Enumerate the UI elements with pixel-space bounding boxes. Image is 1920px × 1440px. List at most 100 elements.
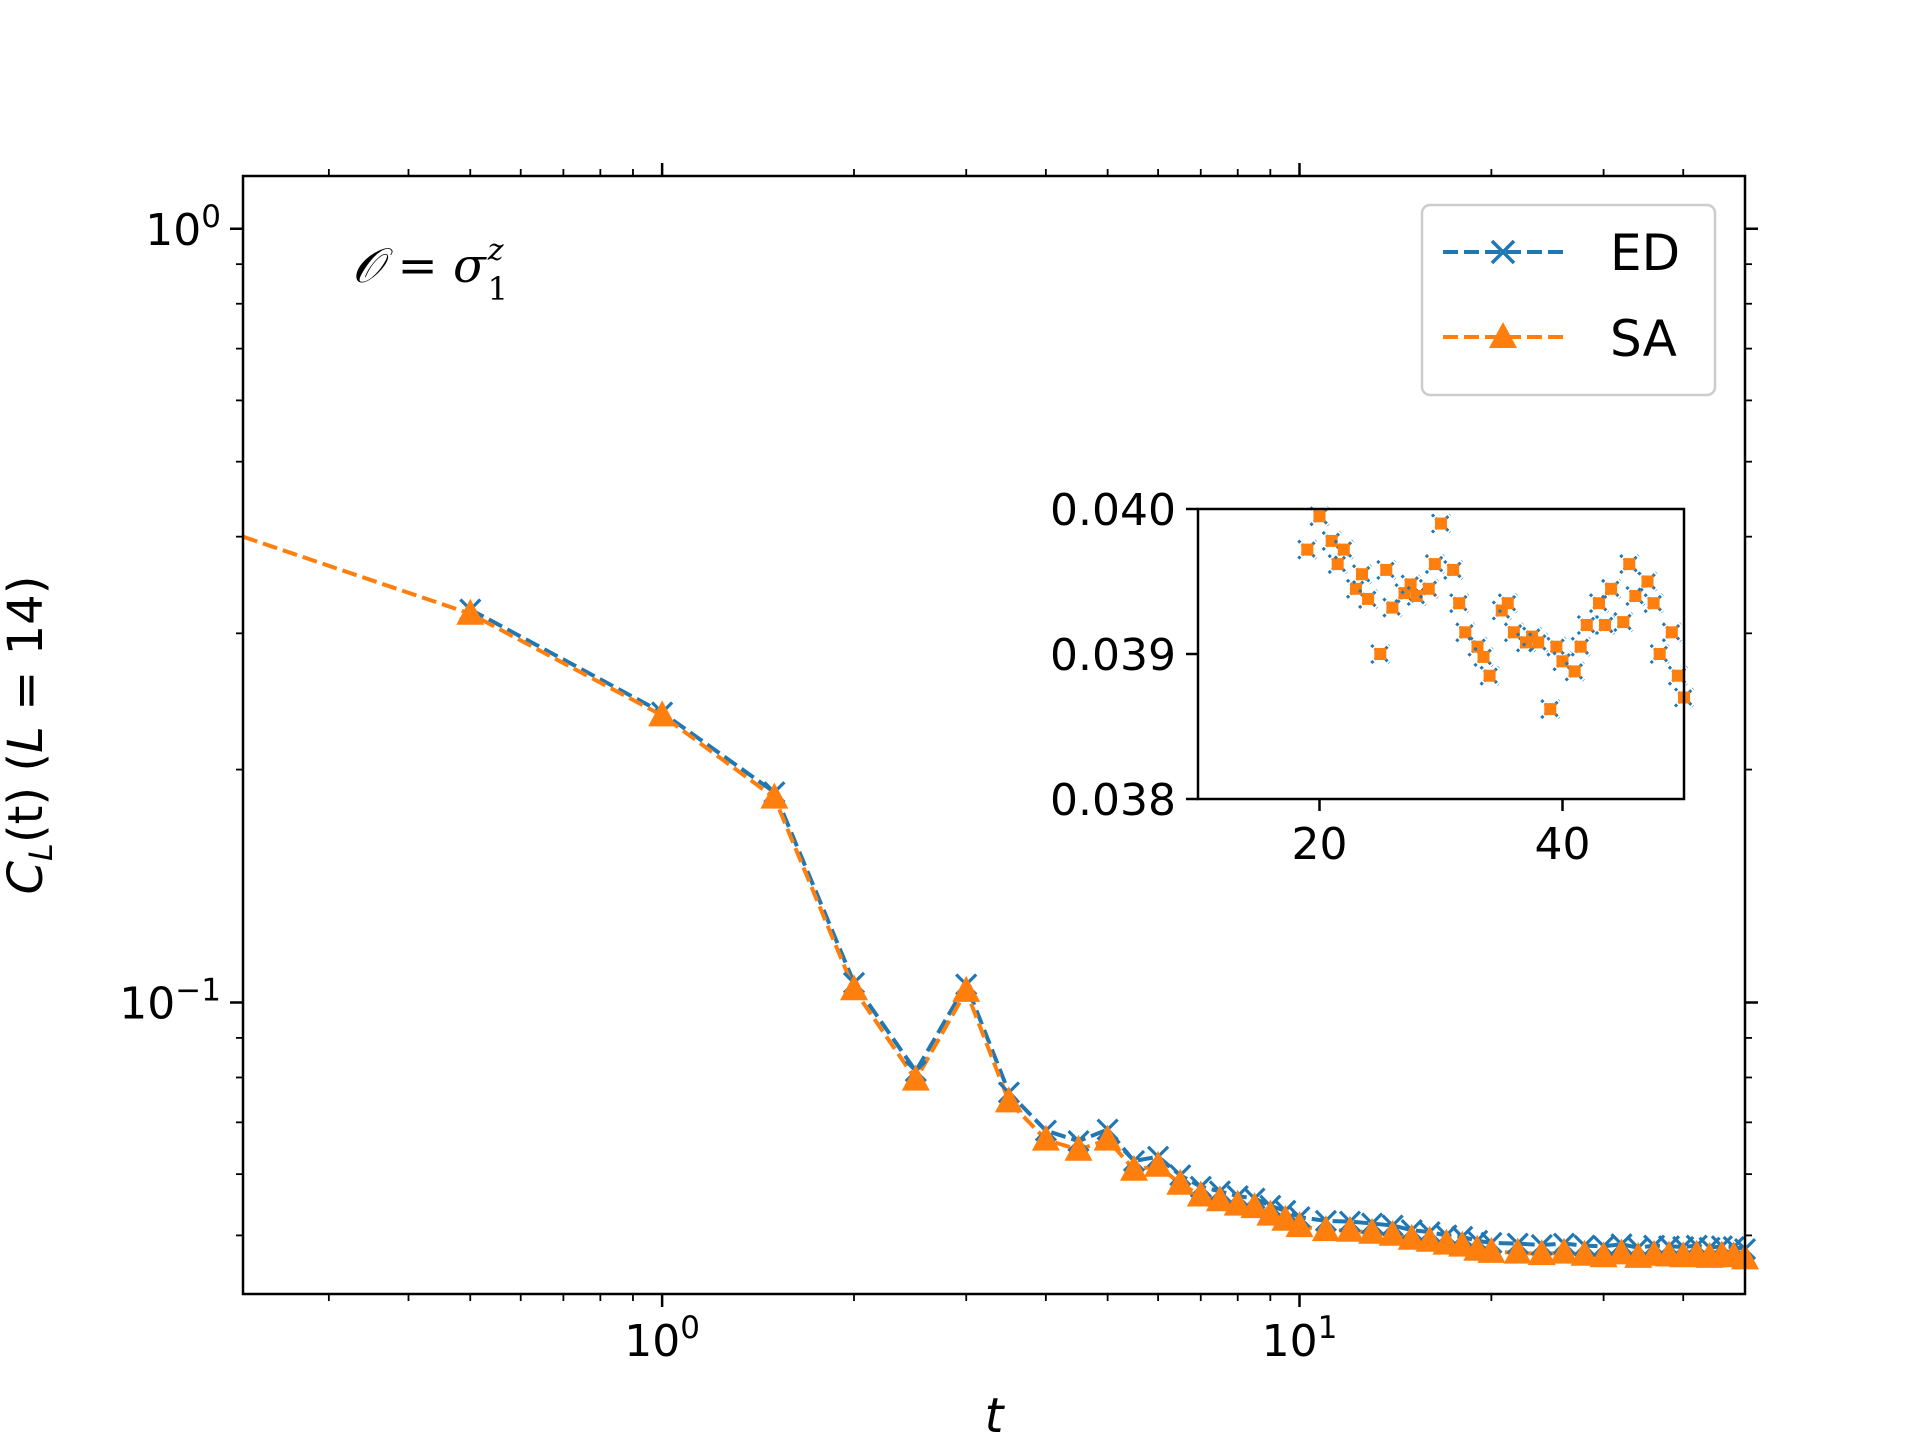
sa-data-point xyxy=(1271,1204,1300,1231)
y-title-rest: (t) ( xyxy=(0,753,54,843)
inset-sa-point xyxy=(1386,601,1399,614)
inset-sa-point xyxy=(1337,543,1350,556)
sa-data-point xyxy=(1186,1180,1215,1207)
inset-sa-point xyxy=(1593,597,1605,610)
sa-data-point xyxy=(1358,1217,1387,1244)
sa-data-point xyxy=(1093,1124,1122,1151)
inset-sa-point xyxy=(1653,648,1666,660)
inset-y-tick-label: 0.039 xyxy=(1050,630,1176,681)
annotation-equals-sigma: = σ xyxy=(382,238,487,294)
main-data-layer xyxy=(242,534,1759,1270)
sa-data-point xyxy=(1336,1215,1364,1242)
inset-sa-point xyxy=(1580,619,1593,631)
inset-sa-point xyxy=(1422,582,1435,595)
inset-sa-point xyxy=(1356,568,1368,581)
inset-sa-point xyxy=(1404,578,1417,591)
inset-y-tick-label: 0.040 xyxy=(1050,485,1176,536)
sa-data-point xyxy=(1120,1154,1148,1181)
x-axis-title: t xyxy=(985,1388,1006,1440)
sa-data-point xyxy=(1477,1236,1506,1263)
sa-data-point xyxy=(1503,1237,1532,1264)
sa-data-point xyxy=(840,974,868,1001)
y-title-c: C xyxy=(0,860,54,894)
inset-sa-point xyxy=(1410,590,1423,602)
inset-sa-point xyxy=(1532,636,1545,649)
inset-axes: 20 40 0.040 0.039 0.038 xyxy=(1050,485,1695,870)
inset-y-tick-label: 0.038 xyxy=(1050,775,1176,826)
inset-sa-point xyxy=(1623,558,1636,571)
inset-sa-point xyxy=(1647,597,1660,610)
operator-annotation: 𝒪 = σz 1 xyxy=(352,233,508,308)
inset-sa-point xyxy=(1459,626,1472,639)
sa-data-point xyxy=(994,1086,1023,1113)
inset-sa-point xyxy=(1453,597,1466,610)
y-tick-label: 100 xyxy=(145,199,221,256)
legend-sa-marker xyxy=(1489,322,1517,348)
series-sa-line xyxy=(242,534,1746,1261)
inset-x-tick-label: 40 xyxy=(1535,819,1591,870)
sa-data-point xyxy=(1031,1124,1060,1151)
inset-sa-point xyxy=(1617,616,1630,629)
sa-data-point xyxy=(1397,1223,1426,1250)
annotation-superscript: z xyxy=(487,233,504,268)
inset-sa-point xyxy=(1477,650,1490,663)
inset-x-tick-label: 20 xyxy=(1292,819,1348,870)
legend-ed-marker xyxy=(1490,239,1516,265)
inset-sa-point xyxy=(1313,510,1326,523)
inset-sa-point xyxy=(1544,703,1557,716)
inset-sa-point xyxy=(1641,575,1654,588)
y-title-eq: = 14) xyxy=(0,576,54,727)
sa-data-point xyxy=(1223,1189,1252,1216)
sa-data-point xyxy=(952,975,981,1002)
sa-data-point xyxy=(760,782,789,809)
sa-data-point xyxy=(1311,1215,1340,1242)
y-title-l: L xyxy=(0,726,54,753)
x-tick-label: 101 xyxy=(1262,1310,1338,1367)
inset-sa-point xyxy=(1331,558,1344,571)
sa-data-point xyxy=(1285,1211,1314,1238)
inset-sa-point xyxy=(1605,582,1618,595)
sa-data-point xyxy=(1166,1168,1195,1195)
sa-data-point xyxy=(1415,1225,1444,1252)
legend-ed-label: ED xyxy=(1610,224,1680,282)
y-axis-title: CL(t) (L = 14) xyxy=(0,576,60,895)
series-ed-line xyxy=(469,607,1746,1252)
sa-data-point xyxy=(1240,1192,1269,1219)
sa-data-point xyxy=(1256,1199,1285,1226)
inset-sa-point xyxy=(1428,558,1441,571)
inset-sa-point xyxy=(1362,592,1375,605)
inset-sa-point xyxy=(1568,665,1581,678)
inset-sa-point xyxy=(1550,640,1563,653)
inset-sa-point xyxy=(1380,563,1393,576)
x-tick-label: 100 xyxy=(624,1310,700,1367)
sa-data-point xyxy=(1550,1237,1578,1264)
inset-sa-point xyxy=(1483,669,1496,682)
inset-sa-point xyxy=(1301,543,1314,556)
inset-sa-point xyxy=(1574,640,1587,653)
y-tick-label: 10−1 xyxy=(119,972,221,1029)
inset-sa-point xyxy=(1671,669,1684,682)
sa-data-point xyxy=(1570,1239,1599,1266)
sa-data-point xyxy=(1527,1239,1556,1266)
sa-data-point xyxy=(1378,1219,1407,1246)
main-plot-frame xyxy=(241,174,1747,1296)
sa-data-point xyxy=(901,1064,930,1091)
y-title-sub: L xyxy=(22,843,60,861)
legend-sa-label: SA xyxy=(1610,310,1677,368)
annotation-subscript: 1 xyxy=(488,270,508,308)
sa-data-point xyxy=(456,598,485,625)
inset-sa-point xyxy=(1374,648,1387,660)
inset-background xyxy=(1198,509,1684,799)
inset-sa-point xyxy=(1447,563,1460,576)
main-axes-ticks: 100 101 100 10−1 xyxy=(119,163,1758,1367)
sa-data-point xyxy=(1205,1185,1234,1212)
inset-data-layer xyxy=(1297,506,1695,720)
inset-ticks: 20 40 0.040 0.039 0.038 xyxy=(1050,485,1590,870)
sa-data-point xyxy=(648,700,677,727)
inset-frame xyxy=(1196,507,1686,801)
inset-sa-point xyxy=(1325,534,1338,547)
sa-data-point xyxy=(1607,1238,1636,1265)
inset-sa-point xyxy=(1501,597,1514,610)
sa-data-point xyxy=(1064,1134,1093,1161)
